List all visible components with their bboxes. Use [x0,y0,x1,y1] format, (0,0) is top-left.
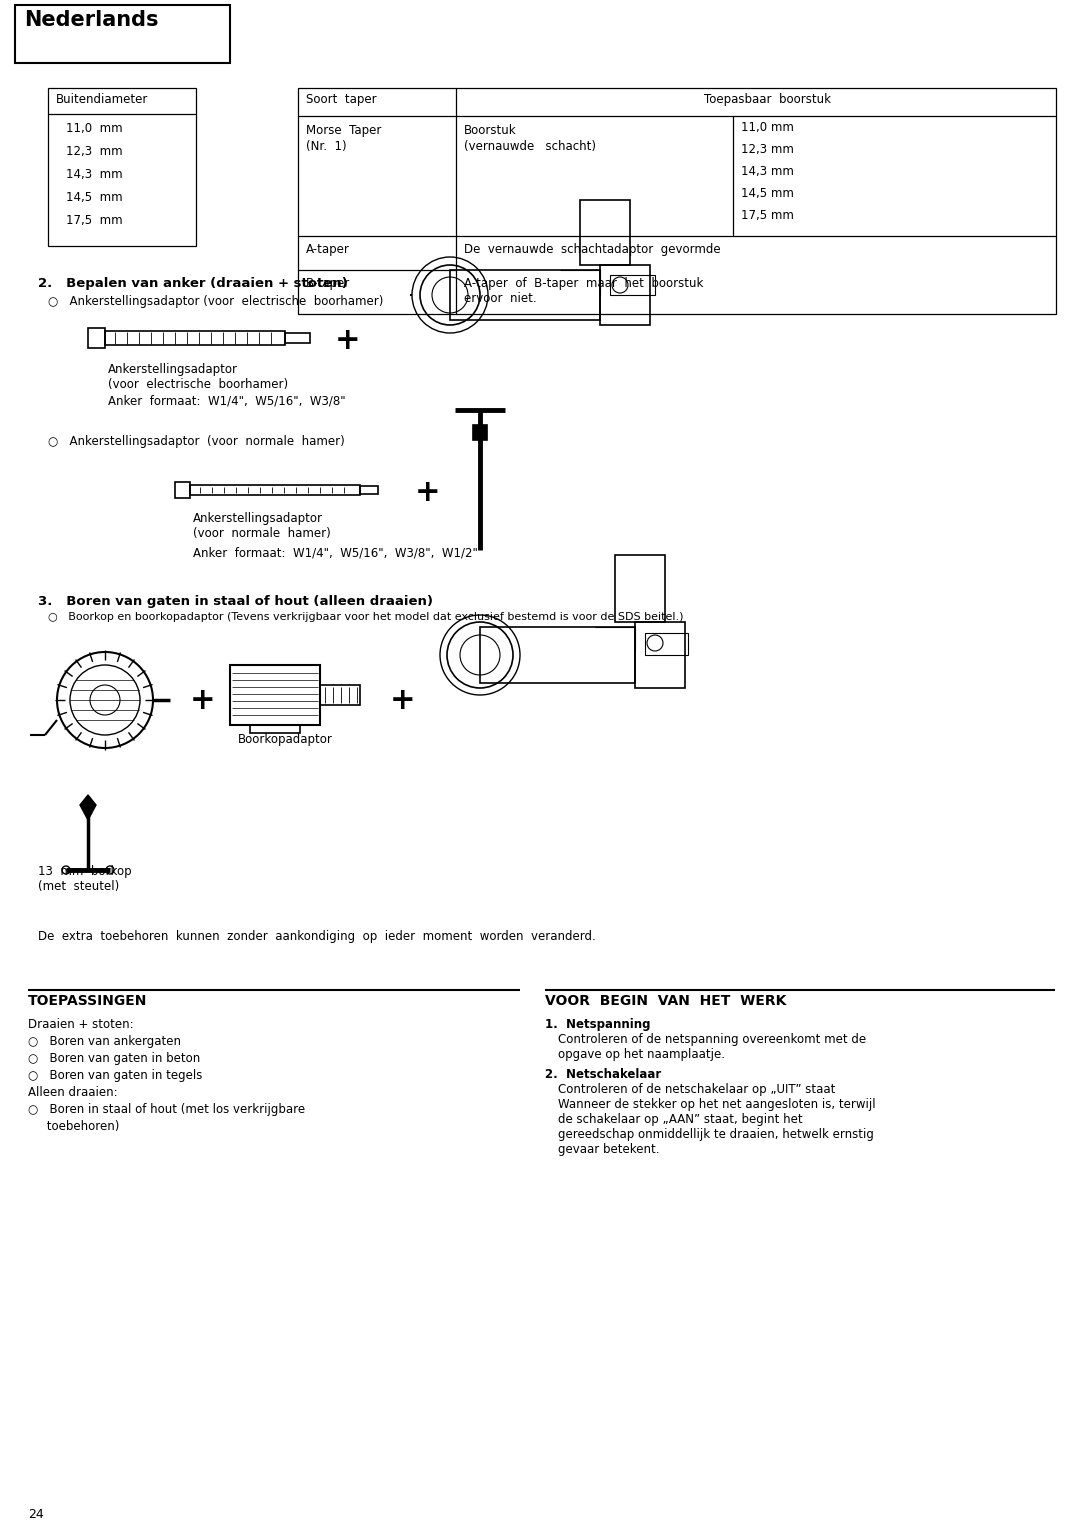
Text: (vernauwde   schacht): (vernauwde schacht) [464,140,596,153]
Text: +: + [190,685,216,714]
Text: Morse  Taper: Morse Taper [306,124,381,136]
Text: 1.  Netspanning: 1. Netspanning [545,1018,650,1032]
Text: 17,5 mm: 17,5 mm [741,208,794,222]
Text: B-taper: B-taper [306,277,350,290]
Bar [298,87,1056,314]
Text: 2.  Netschakelaar: 2. Netschakelaar [545,1069,661,1081]
Text: Ankerstellingsadaptor: Ankerstellingsadaptor [193,512,323,524]
Text: ○   Boren van gaten in tegels: ○ Boren van gaten in tegels [28,1069,202,1082]
Text: 12,3 mm: 12,3 mm [741,143,794,156]
Text: 2.   Bepalen van anker (draaien + stoten): 2. Bepalen van anker (draaien + stoten) [38,277,348,290]
Text: Alleen draaien:: Alleen draaien: [28,1085,118,1099]
Text: De  extra  toebehoren  kunnen  zonder  aankondiging  op  ieder  moment  worden  : De extra toebehoren kunnen zonder aankon… [38,931,596,943]
Text: Anker  formaat:  W1/4",  W5/16",  W3/8": Anker formaat: W1/4", W5/16", W3/8" [108,396,346,408]
Polygon shape [473,425,487,440]
Text: Controleren of de netspanning overeenkomt met de: Controleren of de netspanning overeenkom… [558,1033,866,1046]
Text: 24: 24 [28,1508,44,1521]
Text: (Nr.  1): (Nr. 1) [306,140,347,153]
Text: VOOR  BEGIN  VAN  HET  WERK: VOOR BEGIN VAN HET WERK [545,993,786,1009]
Text: Ankerstellingsadaptor: Ankerstellingsadaptor [108,363,238,376]
Text: ○   Ankerstellingsadaptor (voor  electrische  boorhamer): ○ Ankerstellingsadaptor (voor electrisch… [48,294,383,308]
Bar [15,5,230,63]
Text: Buitendiameter: Buitendiameter [56,94,148,106]
Text: de schakelaar op „AAN” staat, begint het: de schakelaar op „AAN” staat, begint het [558,1113,802,1127]
Text: ○   Boren in staal of hout (met los verkrijgbare: ○ Boren in staal of hout (met los verkri… [28,1104,306,1116]
Text: 11,0  mm: 11,0 mm [66,123,123,135]
Text: 13  mm  borkop: 13 mm borkop [38,865,132,878]
Text: (met  steutel): (met steutel) [38,880,119,894]
Text: 14,3  mm: 14,3 mm [66,169,123,181]
Text: A-taper: A-taper [306,244,350,256]
Text: 14,5 mm: 14,5 mm [741,187,794,199]
Text: Toepasbaar  boorstuk: Toepasbaar boorstuk [703,94,831,106]
Text: Nederlands: Nederlands [24,11,159,31]
Text: Soort  taper: Soort taper [306,94,377,106]
Text: 17,5  mm: 17,5 mm [66,215,123,227]
Text: opgave op het naamplaatje.: opgave op het naamplaatje. [558,1049,725,1061]
Text: 3.   Boren van gaten in staal of hout (alleen draaien): 3. Boren van gaten in staal of hout (all… [38,595,433,609]
Text: +: + [415,478,441,507]
Text: Anker  formaat:  W1/4",  W5/16",  W3/8",  W1/2": Anker formaat: W1/4", W5/16", W3/8", W1/… [193,547,477,560]
Text: (voor  normale  hamer): (voor normale hamer) [193,527,330,540]
Text: 14,3 mm: 14,3 mm [741,166,794,178]
Text: +: + [390,685,416,714]
Text: 14,5  mm: 14,5 mm [66,192,123,204]
Text: Wanneer de stekker op het net aangesloten is, terwijl: Wanneer de stekker op het net aangeslote… [558,1098,876,1111]
Text: A-taper  of  B-taper  maar  het  boorstuk: A-taper of B-taper maar het boorstuk [464,277,703,290]
Text: Boorkopadaptor: Boorkopadaptor [238,733,333,747]
Polygon shape [80,796,96,820]
Text: toebehoren): toebehoren) [28,1121,120,1133]
Text: 12,3  mm: 12,3 mm [66,146,123,158]
Text: ○   Boorkop en boorkopadaptor (Tevens verkrijgbaar voor het model dat exclusief : ○ Boorkop en boorkopadaptor (Tevens verk… [48,612,684,622]
Text: ○   Ankerstellingsadaptor  (voor  normale  hamer): ○ Ankerstellingsadaptor (voor normale ha… [48,435,345,448]
Text: De  vernauwde  schachtadaptor  gevormde: De vernauwde schachtadaptor gevormde [464,244,720,256]
Text: +: + [335,327,361,356]
Text: gereedschap onmiddellijk te draaien, hetwelk ernstig: gereedschap onmiddellijk te draaien, het… [558,1128,874,1141]
Text: Controleren of de netschakelaar op „UIT” staat: Controleren of de netschakelaar op „UIT”… [558,1082,835,1096]
Text: gevaar betekent.: gevaar betekent. [558,1144,660,1156]
Text: Boorstuk: Boorstuk [464,124,516,136]
Text: ervoor  niet.: ervoor niet. [464,291,537,305]
Text: (voor  electrische  boorhamer): (voor electrische boorhamer) [108,379,288,391]
Text: Draaien + stoten:: Draaien + stoten: [28,1018,134,1032]
Text: ○   Boren van gaten in beton: ○ Boren van gaten in beton [28,1052,200,1065]
Text: TOEPASSINGEN: TOEPASSINGEN [28,993,147,1009]
Bar [48,87,195,245]
Text: 11,0 mm: 11,0 mm [741,121,794,133]
Text: ○   Boren van ankergaten: ○ Boren van ankergaten [28,1035,181,1049]
